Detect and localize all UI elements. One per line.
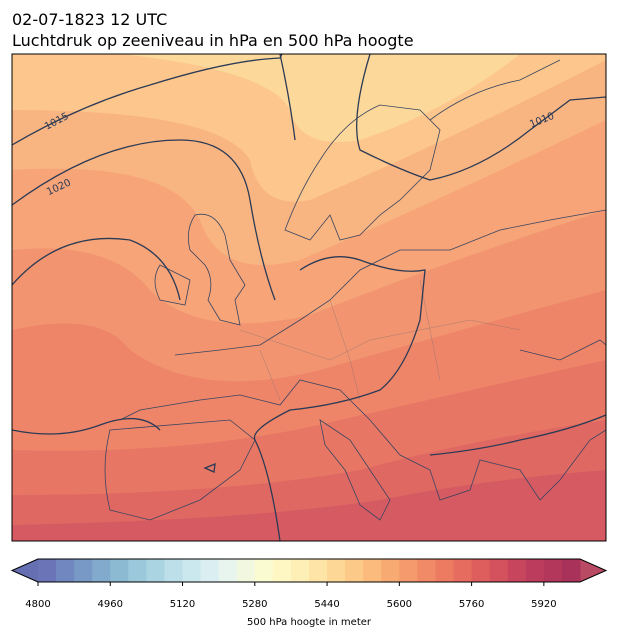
colorbar-band <box>489 559 509 582</box>
colorbar-tick-label: 5920 <box>531 599 556 610</box>
colorbar-band <box>561 559 581 582</box>
isobar <box>429 414 606 456</box>
coastline <box>187 213 246 326</box>
colorbar-band <box>363 559 382 582</box>
colorbar-band <box>345 559 364 582</box>
colorbar-band <box>254 559 274 582</box>
colorbar-band <box>290 559 310 582</box>
colorbar-band <box>92 559 111 582</box>
colorbar-tick-label: 4960 <box>98 599 123 610</box>
colorbar-band <box>272 559 292 582</box>
colorbar: 4800 4960 5120 5280 5440 5600 5760 5920 <box>10 558 608 610</box>
colorbar-band <box>471 559 491 582</box>
field-band <box>120 54 520 142</box>
colorbar-band <box>218 559 238 582</box>
isobar <box>203 462 216 473</box>
colorbar-tick-label: 5280 <box>242 599 267 610</box>
colorbar-band <box>543 559 563 582</box>
colorbar-band <box>525 559 545 582</box>
main-title: Luchtdruk op zeeniveau in hPa en 500 hPa… <box>12 31 414 50</box>
colorbar-tick-label: 5760 <box>459 599 484 610</box>
isobar <box>356 54 606 181</box>
isobar <box>12 139 276 301</box>
colorbar-band <box>435 559 455 582</box>
coastline <box>319 419 391 521</box>
colorbar-band <box>110 559 129 582</box>
colorbar-tick-label: 5440 <box>314 599 339 610</box>
colorbar-band <box>146 559 165 582</box>
coastline <box>119 379 606 501</box>
isobar <box>253 256 426 541</box>
colorbar-band <box>236 559 256 582</box>
colorbar-tick-label: 5120 <box>170 599 195 610</box>
coastline <box>429 59 561 121</box>
country-border <box>239 279 521 401</box>
colorbar-band <box>38 559 57 582</box>
isobar <box>279 54 296 141</box>
colorbar-tick-label: 5600 <box>387 599 412 610</box>
colorbar-band <box>182 559 202 582</box>
colorbar-extension <box>580 559 606 582</box>
colorbar-band <box>56 559 75 582</box>
isobar <box>12 417 161 435</box>
isobar <box>12 54 283 146</box>
map-frame <box>11 53 607 542</box>
colorbar-band <box>309 559 328 582</box>
coastline <box>284 104 441 241</box>
colorbar-band <box>417 559 436 582</box>
colorbar-band <box>164 559 184 582</box>
date-title: 02-07-1823 12 UTC <box>12 10 167 29</box>
colorbar-outline <box>10 558 608 583</box>
colorbar-band <box>507 559 527 582</box>
coastline <box>174 209 606 356</box>
colorbar-band <box>381 559 400 582</box>
colorbar-band <box>453 559 473 582</box>
colorbar-extension <box>12 559 38 582</box>
colorbar-band <box>399 559 418 582</box>
colorbar-band <box>200 559 220 582</box>
isobar <box>12 237 181 301</box>
coastline <box>154 264 191 306</box>
map: 1015 1020 1010 <box>12 54 606 541</box>
colorbar-band <box>74 559 93 582</box>
colorbar-band <box>128 559 147 582</box>
colorbar-tick-label: 4800 <box>25 599 50 610</box>
colorbar-label: 500 hPa hoogte in meter <box>247 617 372 628</box>
coastline <box>104 419 256 521</box>
coastline <box>519 339 606 361</box>
colorbar-band <box>327 559 346 582</box>
